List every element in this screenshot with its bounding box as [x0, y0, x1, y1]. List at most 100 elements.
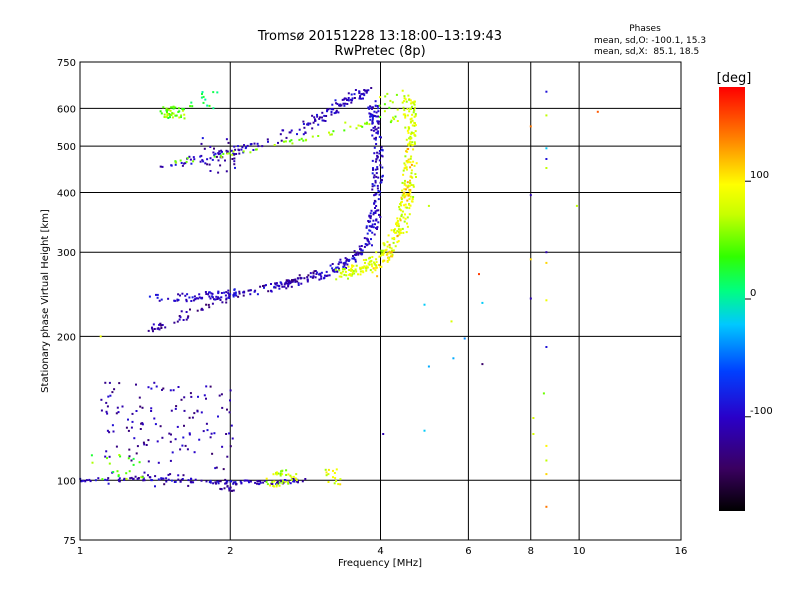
data-point [377, 221, 380, 224]
data-point [265, 480, 268, 483]
data-point [133, 437, 136, 440]
data-point [173, 321, 176, 324]
data-point [379, 164, 382, 167]
data-point [335, 480, 338, 482]
data-point [406, 186, 409, 189]
data-point [185, 311, 188, 313]
data-point [217, 159, 220, 162]
data-point [372, 267, 375, 270]
data-point [249, 289, 252, 292]
data-point [209, 157, 212, 160]
data-point [395, 223, 397, 226]
data-point [339, 104, 342, 107]
data-point [406, 161, 409, 164]
data-point [325, 115, 328, 117]
data-point [217, 296, 220, 299]
data-point [266, 138, 269, 141]
data-point [205, 397, 207, 400]
data-point [401, 227, 404, 230]
data-point [285, 279, 288, 282]
data-point [302, 120, 305, 123]
data-point [386, 260, 389, 263]
data-point [141, 476, 144, 479]
data-point [192, 160, 195, 163]
data-point [371, 159, 374, 162]
data-point [153, 417, 156, 420]
data-point [287, 280, 289, 282]
data-point [206, 163, 209, 166]
data-point [382, 433, 385, 435]
data-point [371, 231, 374, 234]
data-point [364, 261, 366, 264]
data-point [375, 115, 378, 118]
data-point [112, 471, 115, 473]
data-point [234, 148, 237, 151]
data-point [200, 96, 203, 99]
data-point [413, 100, 416, 103]
data-point [145, 444, 148, 446]
data-point [225, 138, 228, 141]
data-point [389, 121, 392, 124]
data-point [378, 213, 380, 216]
colorbar-tick-label: 100 [750, 170, 769, 181]
data-point [409, 135, 412, 138]
data-point [406, 225, 409, 228]
data-point [376, 275, 379, 278]
data-point [129, 477, 132, 480]
data-point [283, 283, 286, 286]
data-point [378, 120, 381, 123]
data-point [180, 478, 183, 481]
data-point [179, 316, 182, 319]
data-point [193, 451, 196, 454]
data-point [175, 161, 178, 164]
data-point [532, 433, 535, 435]
data-point [377, 189, 380, 192]
data-point [383, 103, 386, 106]
data-point [306, 278, 309, 281]
data-point [328, 274, 331, 277]
data-point [107, 482, 110, 485]
data-point [154, 475, 157, 478]
data-point [281, 473, 284, 476]
data-point [287, 285, 290, 288]
data-point [372, 126, 375, 129]
data-point [390, 119, 393, 122]
data-point [351, 269, 354, 271]
data-point [360, 245, 363, 247]
data-point [292, 478, 295, 480]
data-point [337, 483, 340, 486]
data-point [351, 265, 354, 268]
data-point [201, 91, 204, 94]
data-point [414, 173, 417, 176]
data-point [388, 246, 391, 249]
data-point [205, 480, 208, 483]
data-point [174, 106, 177, 109]
data-point [116, 406, 119, 409]
data-point [337, 263, 340, 266]
data-point [304, 131, 307, 134]
data-point [371, 185, 374, 188]
colorbar-ticks: 100 0 -100 [745, 170, 773, 418]
data-point [219, 480, 222, 483]
data-point [166, 114, 169, 117]
data-point [230, 424, 233, 427]
x-tick-label: 6 [465, 546, 471, 557]
data-point [264, 480, 267, 482]
data-point [198, 293, 201, 296]
data-point [377, 198, 380, 201]
data-point [412, 184, 415, 187]
data-point [320, 271, 323, 274]
data-point [285, 287, 288, 290]
data-point [216, 298, 219, 300]
data-point [216, 91, 219, 94]
data-point [232, 294, 235, 297]
data-point [371, 271, 374, 274]
data-point [373, 184, 376, 187]
data-point [172, 389, 175, 392]
data-point [228, 489, 231, 492]
data-point [389, 252, 392, 255]
data-point [342, 102, 345, 105]
data-point [272, 473, 275, 476]
data-point [107, 395, 110, 398]
data-point [302, 139, 305, 142]
